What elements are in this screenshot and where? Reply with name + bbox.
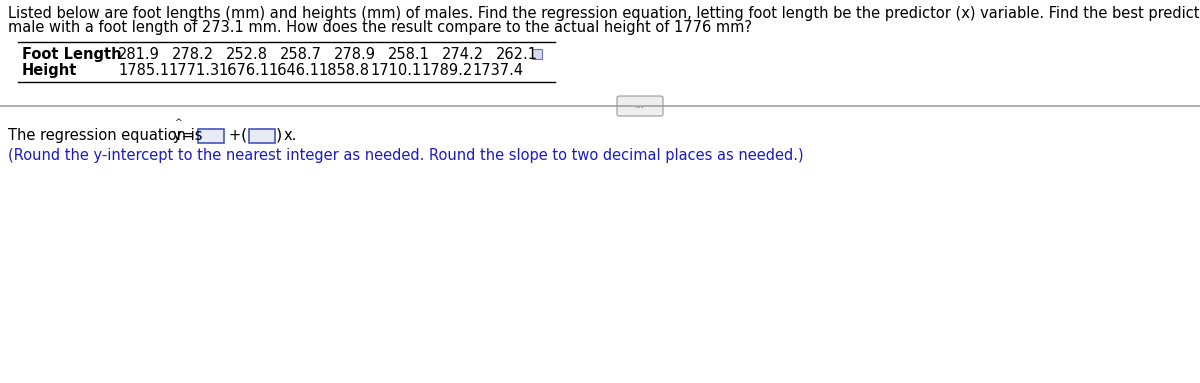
Text: 252.8: 252.8 — [226, 47, 268, 62]
Text: 278.2: 278.2 — [172, 47, 214, 62]
Text: Height: Height — [22, 63, 77, 78]
Text: y: y — [173, 128, 181, 143]
Text: 1789.2: 1789.2 — [421, 63, 473, 78]
Text: 1771.3: 1771.3 — [168, 63, 220, 78]
Text: 278.9: 278.9 — [334, 47, 376, 62]
FancyBboxPatch shape — [617, 96, 662, 116]
Bar — [248, 129, 275, 143]
Text: Foot Length: Foot Length — [22, 47, 121, 62]
Bar — [198, 129, 223, 143]
Text: 258.1: 258.1 — [388, 47, 430, 62]
Text: +: + — [229, 128, 241, 143]
Text: 274.2: 274.2 — [442, 47, 484, 62]
Text: 1676.1: 1676.1 — [218, 63, 269, 78]
Text: ): ) — [276, 128, 282, 143]
Text: 281.9: 281.9 — [118, 47, 160, 62]
Text: (: ( — [241, 128, 247, 143]
Bar — [532, 49, 542, 59]
Text: 1785.1: 1785.1 — [118, 63, 169, 78]
Text: ^: ^ — [174, 118, 181, 127]
Text: 1858.8: 1858.8 — [318, 63, 370, 78]
Text: 1646.1: 1646.1 — [268, 63, 319, 78]
Text: (Round the y-intercept to the nearest integer as needed. Round the slope to two : (Round the y-intercept to the nearest in… — [8, 148, 804, 163]
Text: 1737.4: 1737.4 — [472, 63, 523, 78]
Text: male with a foot length of 273.1 mm. How does the result compare to the actual h: male with a foot length of 273.1 mm. How… — [8, 20, 752, 35]
Text: 262.1: 262.1 — [496, 47, 538, 62]
Text: Listed below are foot lengths (mm) and heights (mm) of males. Find the regressio: Listed below are foot lengths (mm) and h… — [8, 6, 1200, 21]
Text: =: = — [181, 128, 194, 143]
Text: ...: ... — [635, 100, 646, 110]
Text: The regression equation is: The regression equation is — [8, 128, 208, 143]
Text: 258.7: 258.7 — [280, 47, 322, 62]
Text: 1710.1: 1710.1 — [370, 63, 421, 78]
Text: x.: x. — [283, 128, 298, 143]
